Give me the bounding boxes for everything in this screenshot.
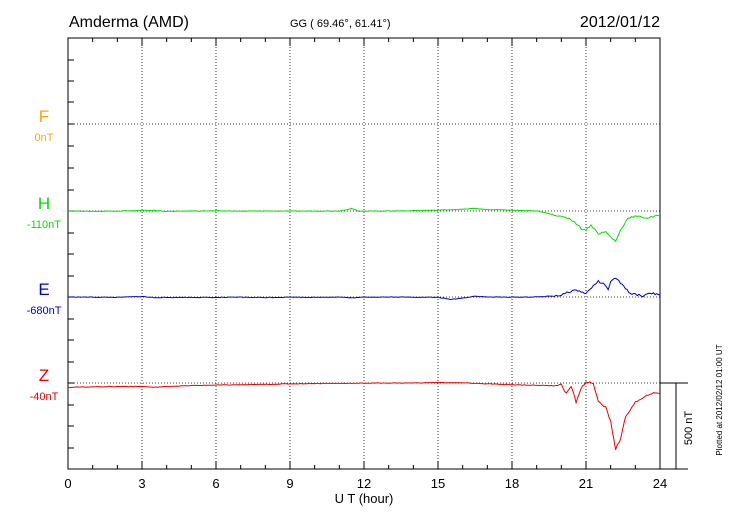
x-tick-label: 15 (431, 476, 445, 491)
baseline-value-e: -680nT (27, 305, 62, 317)
plotted-timestamp: Plotted at 2012/02/12 01:00 UT (715, 344, 724, 455)
x-tick-label: 24 (653, 476, 667, 491)
date-label: 2012/01/12 (580, 14, 660, 31)
x-axis-label: U T (hour) (335, 491, 394, 506)
x-tick-label: 6 (212, 476, 219, 491)
x-tick-label: 18 (505, 476, 519, 491)
component-label-f: F (39, 107, 49, 126)
baseline-value-h: -110nT (27, 219, 61, 231)
trace-e (67, 277, 661, 301)
component-label-e: E (38, 280, 49, 299)
x-tick-label: 0 (64, 476, 71, 491)
station-coordinates: GG ( 69.46°, 61.41°) (290, 18, 391, 30)
trace-h (67, 207, 661, 243)
x-tick-label: 21 (579, 476, 593, 491)
component-label-h: H (38, 194, 50, 213)
x-tick-label: 3 (138, 476, 145, 491)
scale-bar-label: 500 nT (683, 411, 695, 446)
baseline-value-f: 0nT (35, 132, 54, 144)
station-title: Amderma (AMD) (69, 14, 189, 31)
trace-z (67, 381, 661, 450)
x-tick-label: 9 (286, 476, 293, 491)
component-label-z: Z (39, 366, 49, 385)
x-tick-label: 12 (357, 476, 371, 491)
baseline-value-z: -40nT (30, 391, 59, 403)
